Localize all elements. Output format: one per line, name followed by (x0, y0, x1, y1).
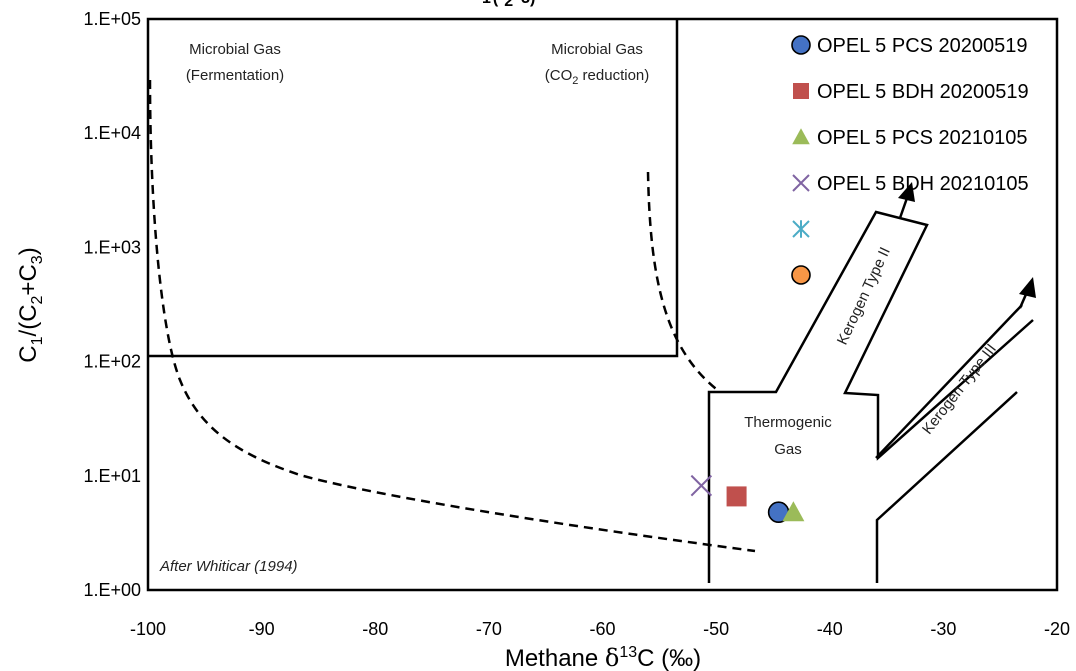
kerogen-iii-arrowhead (1019, 277, 1036, 298)
data-point (726, 486, 747, 507)
kerogen-ii-label: Kerogen Type II (834, 245, 894, 348)
thermogenic-label-line1: Thermogenic (744, 414, 832, 431)
legend-entry: OPEL 5 BDH 20210105 (792, 173, 1029, 195)
chart-title-fragment: 1(23) (482, 0, 535, 10)
x-tick-label: -20 (1044, 619, 1070, 639)
square-marker (793, 83, 809, 99)
kerogen-ii-arrow-shaft (898, 197, 909, 219)
y-axis-tick-labels: 1.E+00 1.E+01 1.E+02 1.E+03 1.E+04 1.E+05 (83, 9, 141, 600)
plot-area (146, 17, 1059, 592)
y-tick-label: 1.E+04 (83, 123, 141, 143)
x-marker (792, 174, 810, 192)
microbial-co2-label-line1: Microbial Gas (551, 41, 643, 58)
triangle-marker (782, 501, 805, 522)
co2-reduction-dashed-curve (646, 171, 721, 393)
x-tick-label: -80 (362, 619, 388, 639)
microbial-fermentation-label-line2: (Fermentation) (186, 67, 284, 84)
x-axis-tick-labels: -100 -90 -80 -70 -60 -50 -40 -30 -20 (130, 619, 1070, 639)
thermogenic-label-line2: Gas (774, 441, 802, 458)
kerogen-iii-boundary (875, 304, 1023, 459)
svg-text:1(23): 1(23) (482, 0, 535, 10)
x-tick-label: -100 (130, 619, 166, 639)
circle-marker (791, 35, 811, 55)
data-points (690, 474, 805, 524)
legend-entry: OPEL 5 PCS 20200519 (791, 35, 1028, 57)
asterisk-marker (792, 220, 810, 238)
legend: OPEL 5 PCS 20200519 OPEL 5 BDH 20200519 OP… (791, 35, 1029, 285)
legend-label: OPEL 5 PCS 20200519 (817, 35, 1028, 57)
square-marker (726, 486, 747, 507)
microbial-co2-label-line2: (CO2 reduction) (545, 67, 650, 87)
circle-marker (791, 265, 811, 285)
x-axis-title: Methane δ13C (‰) (505, 644, 701, 671)
kerogen-iii-label: Kerogen Type III (919, 341, 1000, 438)
triangle-marker (792, 128, 810, 145)
kerogen-ii-arrowhead (898, 182, 915, 202)
y-axis-title: C1/(C2+C3) (15, 247, 46, 362)
legend-label: OPEL 5 BDH 20200519 (817, 81, 1029, 103)
y-tick-label: 1.E+02 (83, 352, 141, 372)
x-tick-label: -30 (930, 619, 956, 639)
microbial-fermentation-label-line1: Microbial Gas (189, 41, 281, 58)
y-tick-label: 1.E+05 (83, 9, 141, 29)
x-tick-label: -50 (703, 619, 729, 639)
source-credit: After Whiticar (1994) (159, 558, 298, 575)
y-tick-label: 1.E+03 (83, 237, 141, 257)
x-tick-label: -90 (249, 619, 275, 639)
thermogenic-kerogen-ii-boundary (707, 210, 1034, 583)
fermentation-dashed-curve (148, 79, 756, 553)
data-point (782, 501, 805, 522)
x-tick-label: -70 (476, 619, 502, 639)
legend-entry: OPEL 5 PCS 20210105 (792, 127, 1028, 149)
x-tick-label: -60 (589, 619, 615, 639)
kerogen-iii-lower-boundary (875, 391, 1018, 583)
legend-entry (792, 220, 810, 238)
y-tick-label: 1.E+01 (83, 466, 141, 486)
legend-label: OPEL 5 BDH 20210105 (817, 173, 1029, 195)
data-point (690, 474, 713, 497)
legend-entry: OPEL 5 BDH 20200519 (793, 81, 1029, 103)
y-tick-label: 1.E+00 (83, 580, 141, 600)
microbial-co2-boundary (148, 19, 679, 358)
legend-label: OPEL 5 PCS 20210105 (817, 127, 1028, 149)
x-tick-label: -40 (817, 619, 843, 639)
legend-entry (791, 265, 811, 285)
x-marker (690, 474, 713, 497)
